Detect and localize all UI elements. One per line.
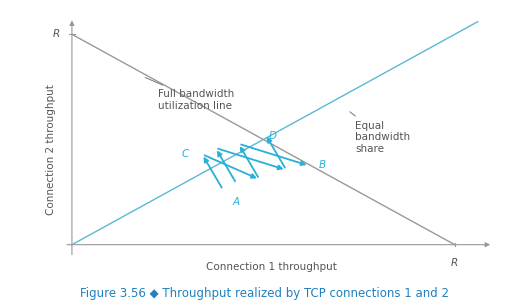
Text: C: C: [182, 148, 188, 158]
Text: A: A: [233, 197, 240, 207]
Text: B: B: [319, 160, 326, 170]
Text: R: R: [53, 29, 60, 39]
Text: R: R: [451, 258, 458, 268]
Text: Figure 3.56 ◆ Throughput realized by TCP connections 1 and 2: Figure 3.56 ◆ Throughput realized by TCP…: [80, 287, 448, 300]
Text: D: D: [269, 131, 277, 141]
Text: Connection 1 throughput: Connection 1 throughput: [205, 262, 336, 272]
Text: Equal
bandwidth
share: Equal bandwidth share: [350, 112, 410, 154]
Text: Full bandwidth
utilization line: Full bandwidth utilization line: [145, 78, 234, 111]
Text: Connection 2 throughput: Connection 2 throughput: [46, 85, 56, 215]
